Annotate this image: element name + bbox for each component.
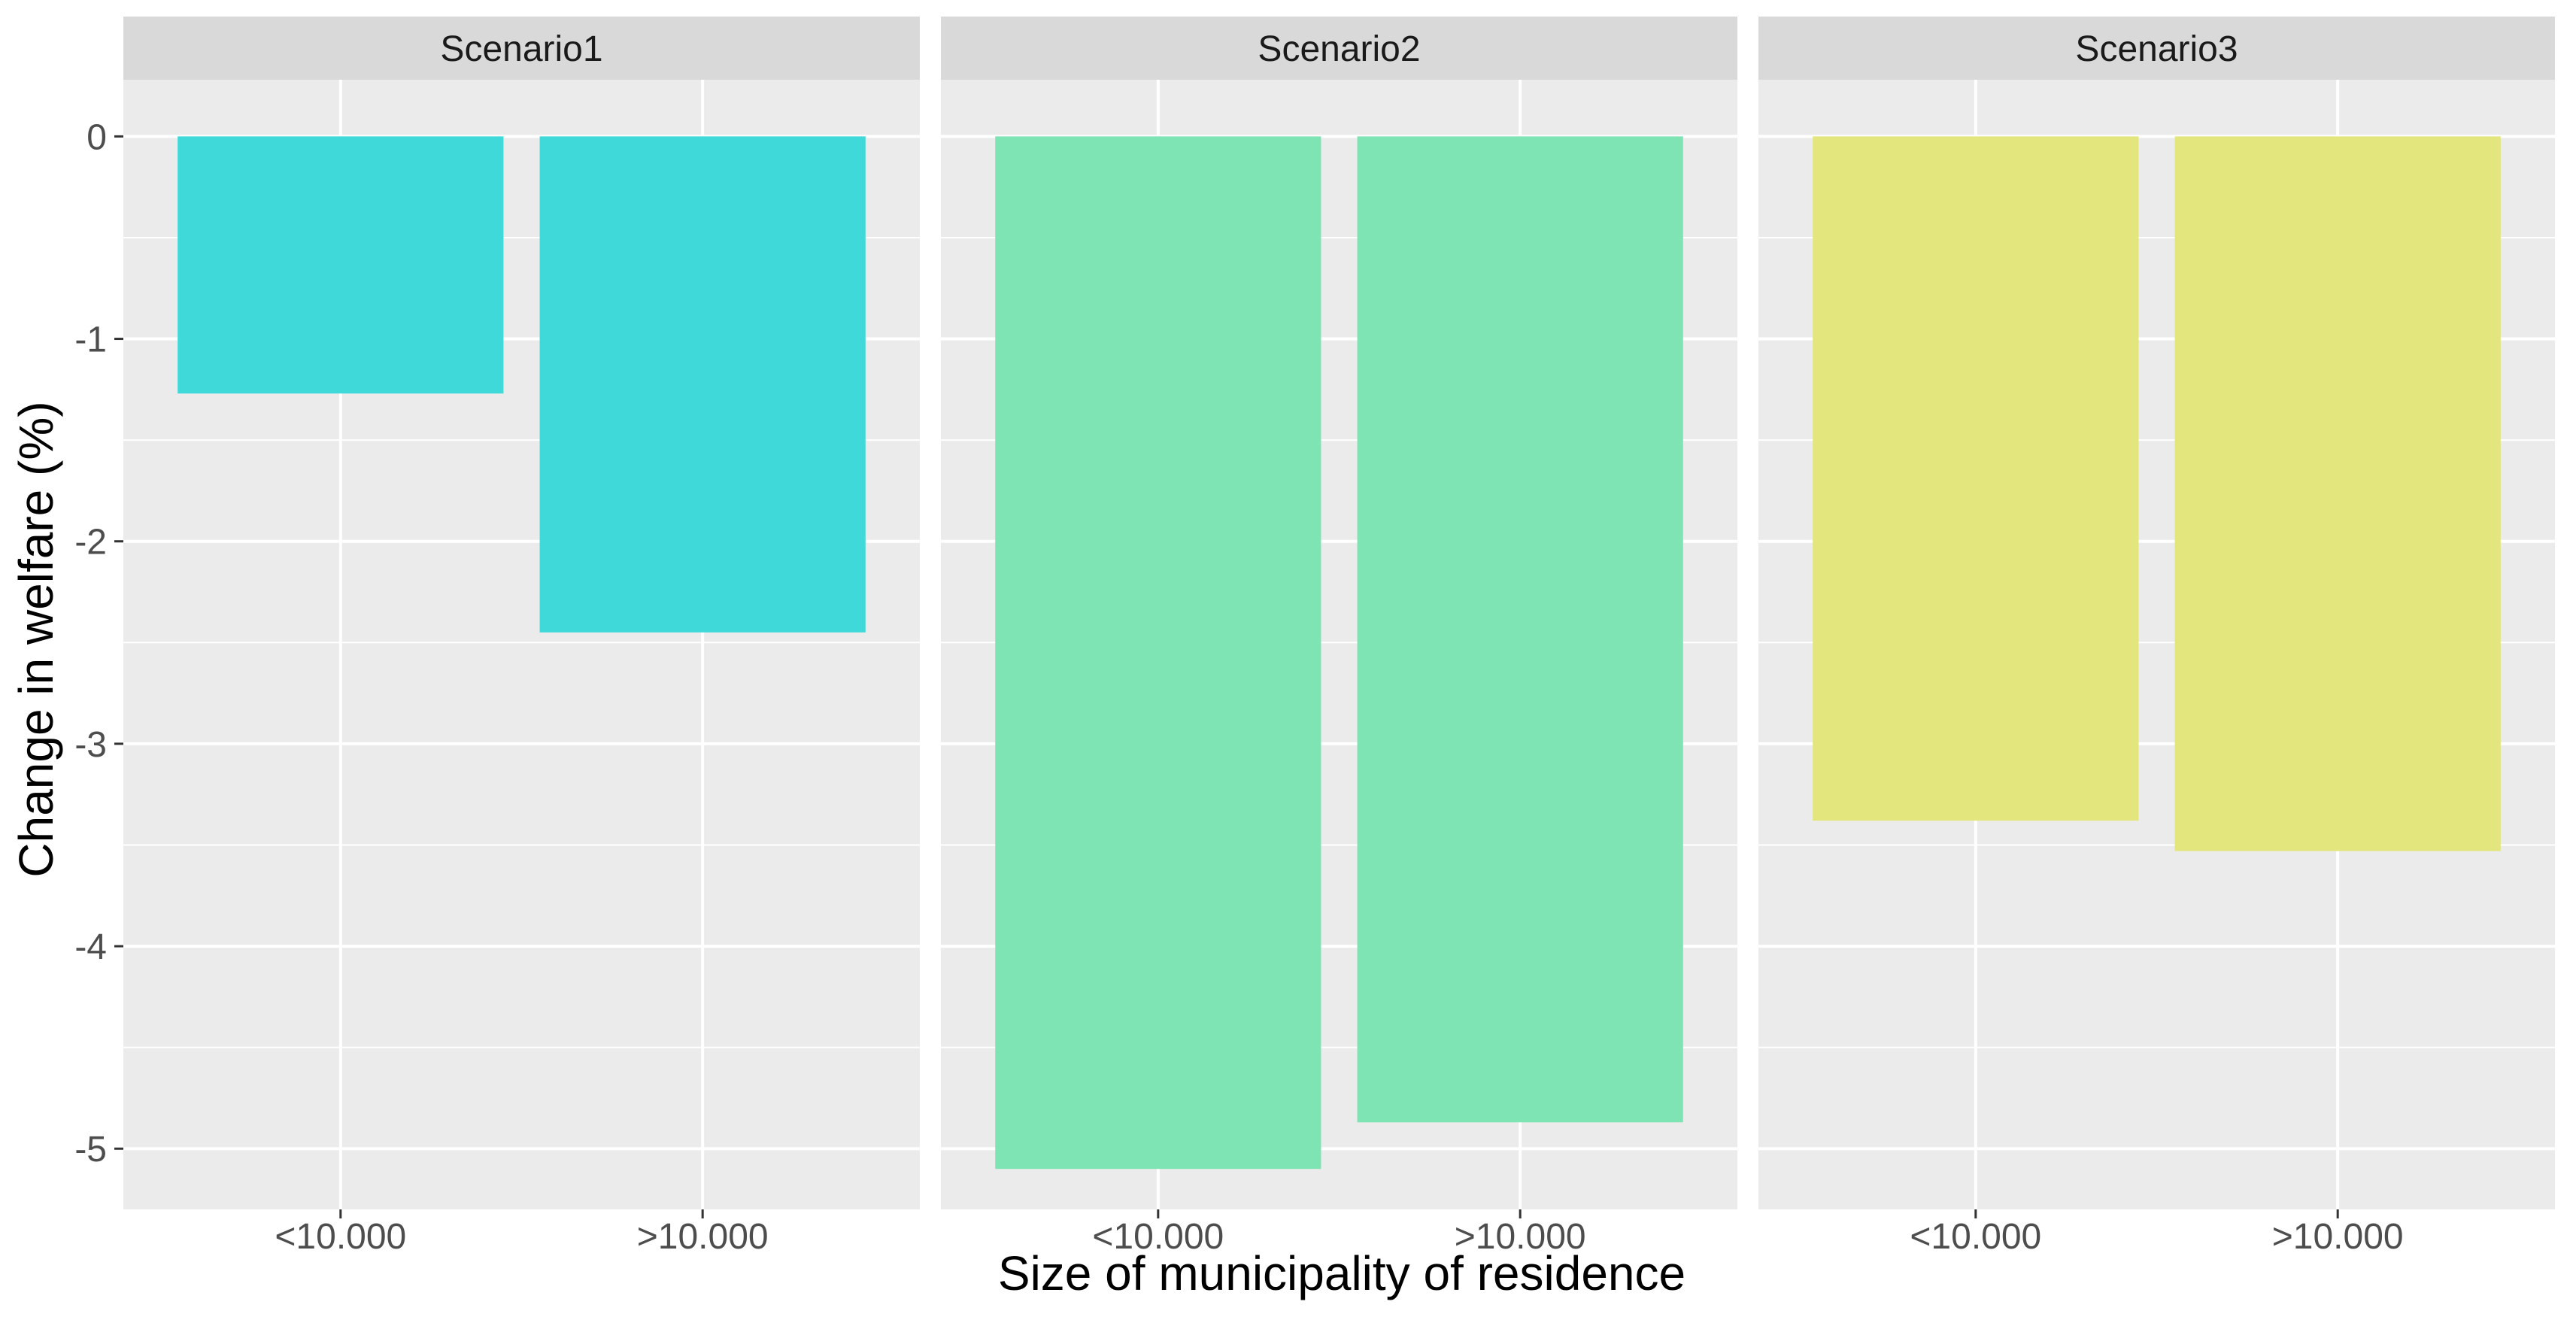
- x-tick-label: <10.000: [275, 1217, 406, 1257]
- panel-scenario2: Scenario2 <10.000 >10.000: [941, 17, 1737, 1257]
- bar-scenario3-0: [1813, 136, 2139, 821]
- facet-strip: [1758, 17, 2555, 80]
- panels-layer: Scenario1 <10.000 >10.000 Scenario2 <10.000 >…: [123, 17, 2555, 1257]
- panel-scenario3: Scenario3 <10.000 >10.000: [1758, 17, 2555, 1257]
- x-tick-label: >10.000: [637, 1217, 769, 1257]
- x-tick-label: >10.000: [1455, 1217, 1586, 1257]
- y-tick-label: -5: [74, 1130, 107, 1170]
- facet-strip-label: Scenario1: [440, 29, 602, 69]
- facet-strip: [941, 17, 1737, 80]
- bar-scenario3-1: [2174, 136, 2501, 851]
- bar-scenario1-1: [539, 136, 866, 633]
- panel-scenario1: Scenario1 <10.000 >10.000: [123, 17, 920, 1257]
- x-tick-label: >10.000: [2272, 1217, 2404, 1257]
- bar-scenario1-0: [177, 136, 504, 394]
- y-tick-label: -2: [74, 523, 107, 563]
- bar-scenario2-0: [995, 136, 1321, 1170]
- y-tick-label: -3: [74, 725, 107, 765]
- bar-scenario2-1: [1357, 136, 1683, 1123]
- facet-strip-label: Scenario2: [1258, 29, 1420, 69]
- facet-strip: [123, 17, 920, 80]
- y-axis-title: Change in welfare (%): [9, 401, 63, 877]
- facet-strip-label: Scenario3: [2075, 29, 2238, 69]
- y-tick-label: -1: [74, 320, 107, 360]
- x-axis-title: Size of municipality of residence: [998, 1246, 1685, 1300]
- x-tick-label: <10.000: [1910, 1217, 2041, 1257]
- y-tick-label: 0: [86, 117, 107, 157]
- y-axis: 0 -1 -2 -3 -4 -5: [74, 117, 123, 1170]
- x-tick-label: <10.000: [1092, 1217, 1224, 1257]
- y-tick-label: -4: [74, 927, 107, 967]
